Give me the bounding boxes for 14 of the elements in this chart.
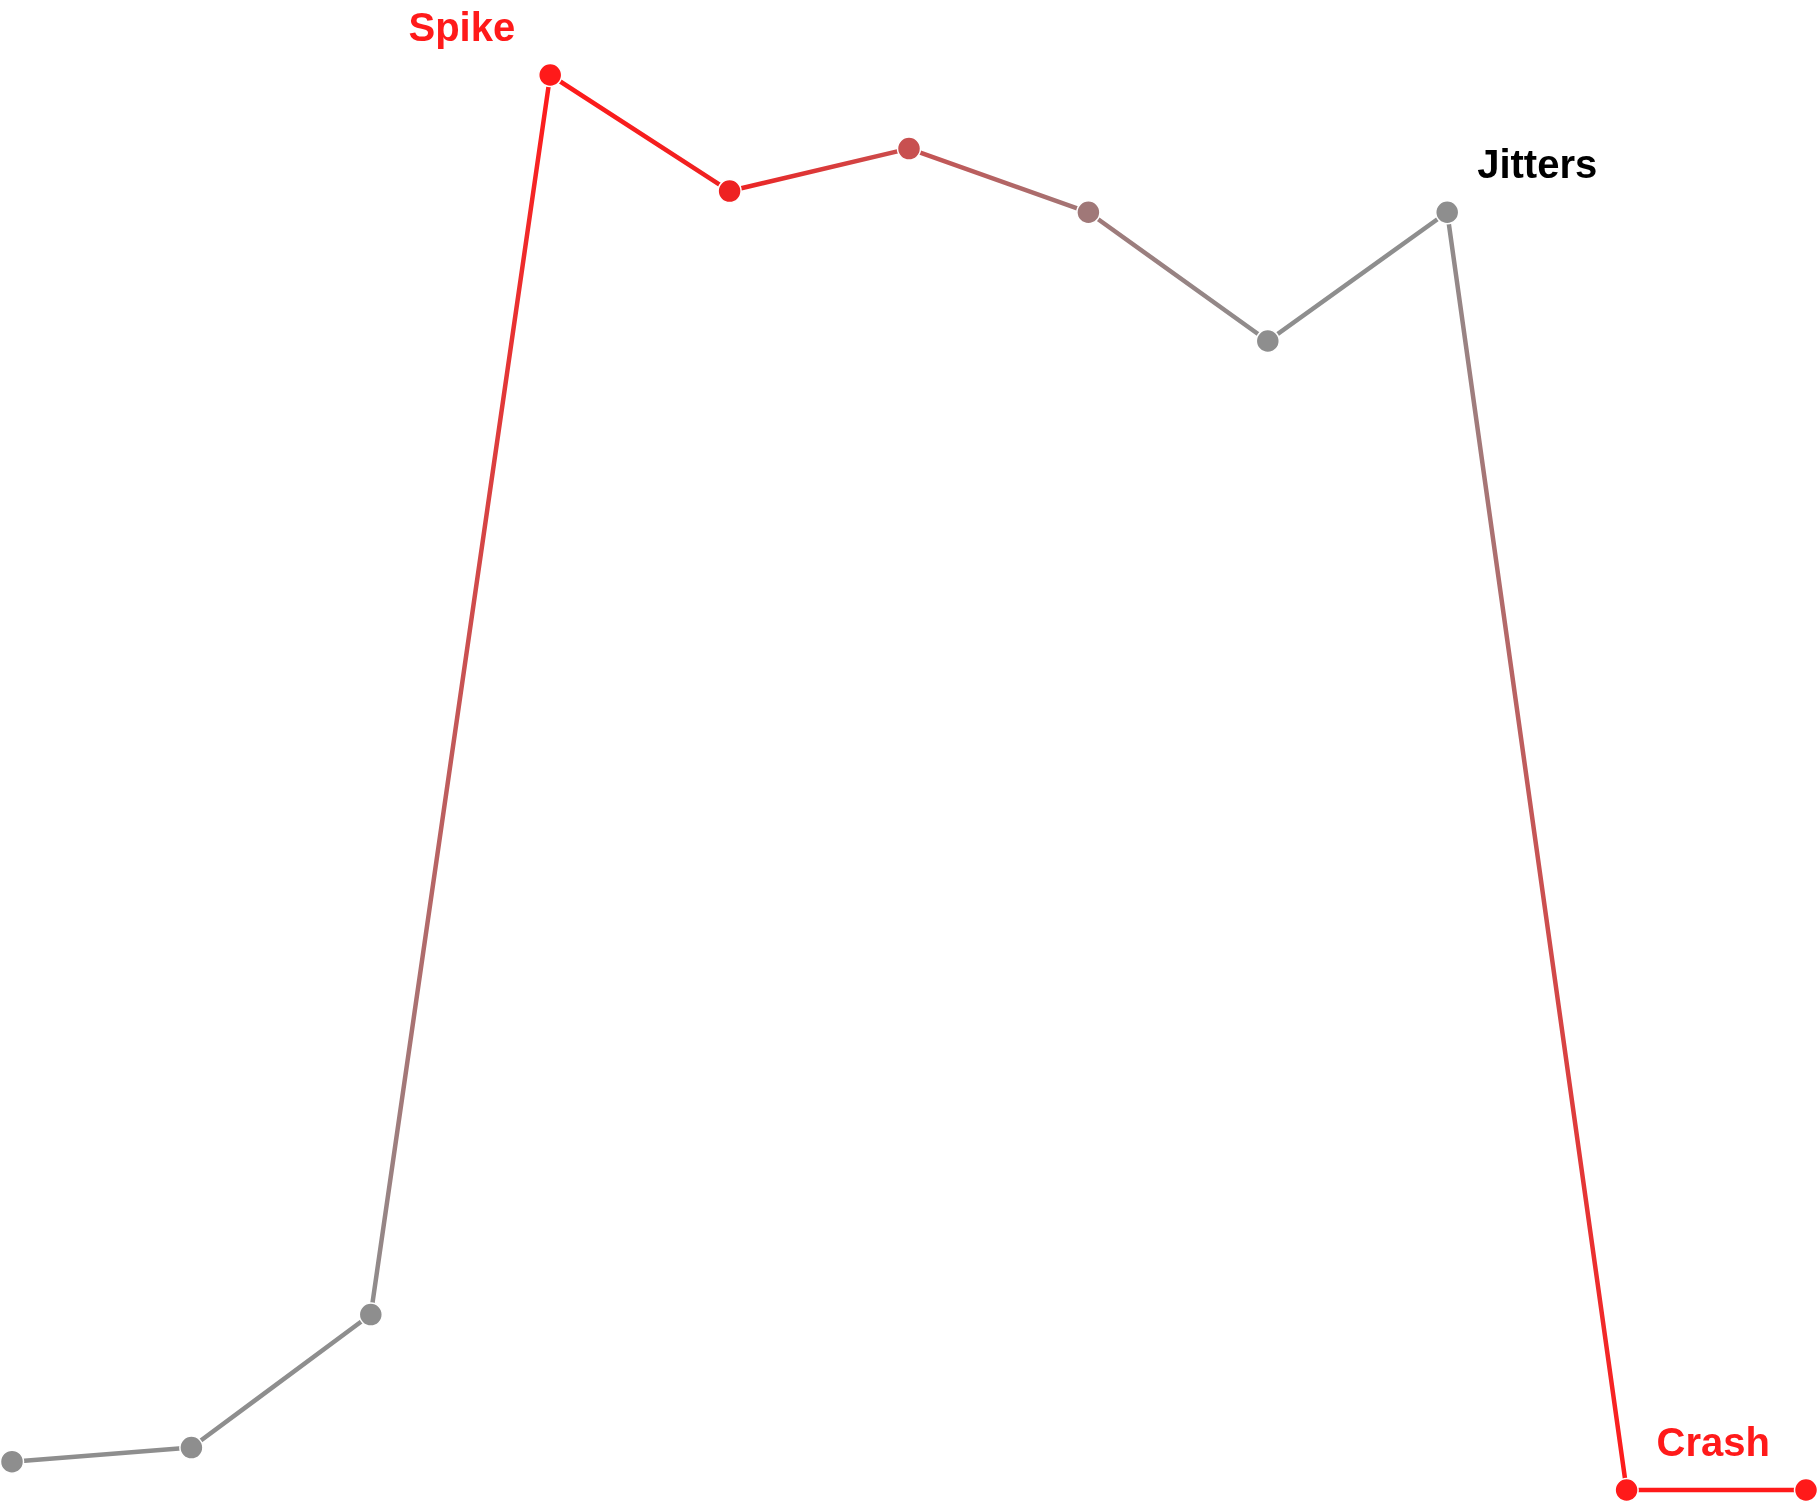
- text: Spike: [408, 5, 516, 49]
- point: [1793, 1477, 1818, 1503]
- annotation: Crash: [1656, 1420, 1770, 1464]
- point: [1076, 200, 1101, 225]
- point: [358, 1302, 384, 1327]
- point: [717, 178, 742, 204]
- point: [1255, 328, 1281, 354]
- point: [179, 1435, 204, 1460]
- point: [1434, 200, 1460, 225]
- point: [896, 136, 922, 161]
- annotation: Jitters: [1477, 142, 1598, 187]
- point: [537, 62, 563, 88]
- point: [1614, 1477, 1639, 1503]
- point: [0, 1449, 25, 1474]
